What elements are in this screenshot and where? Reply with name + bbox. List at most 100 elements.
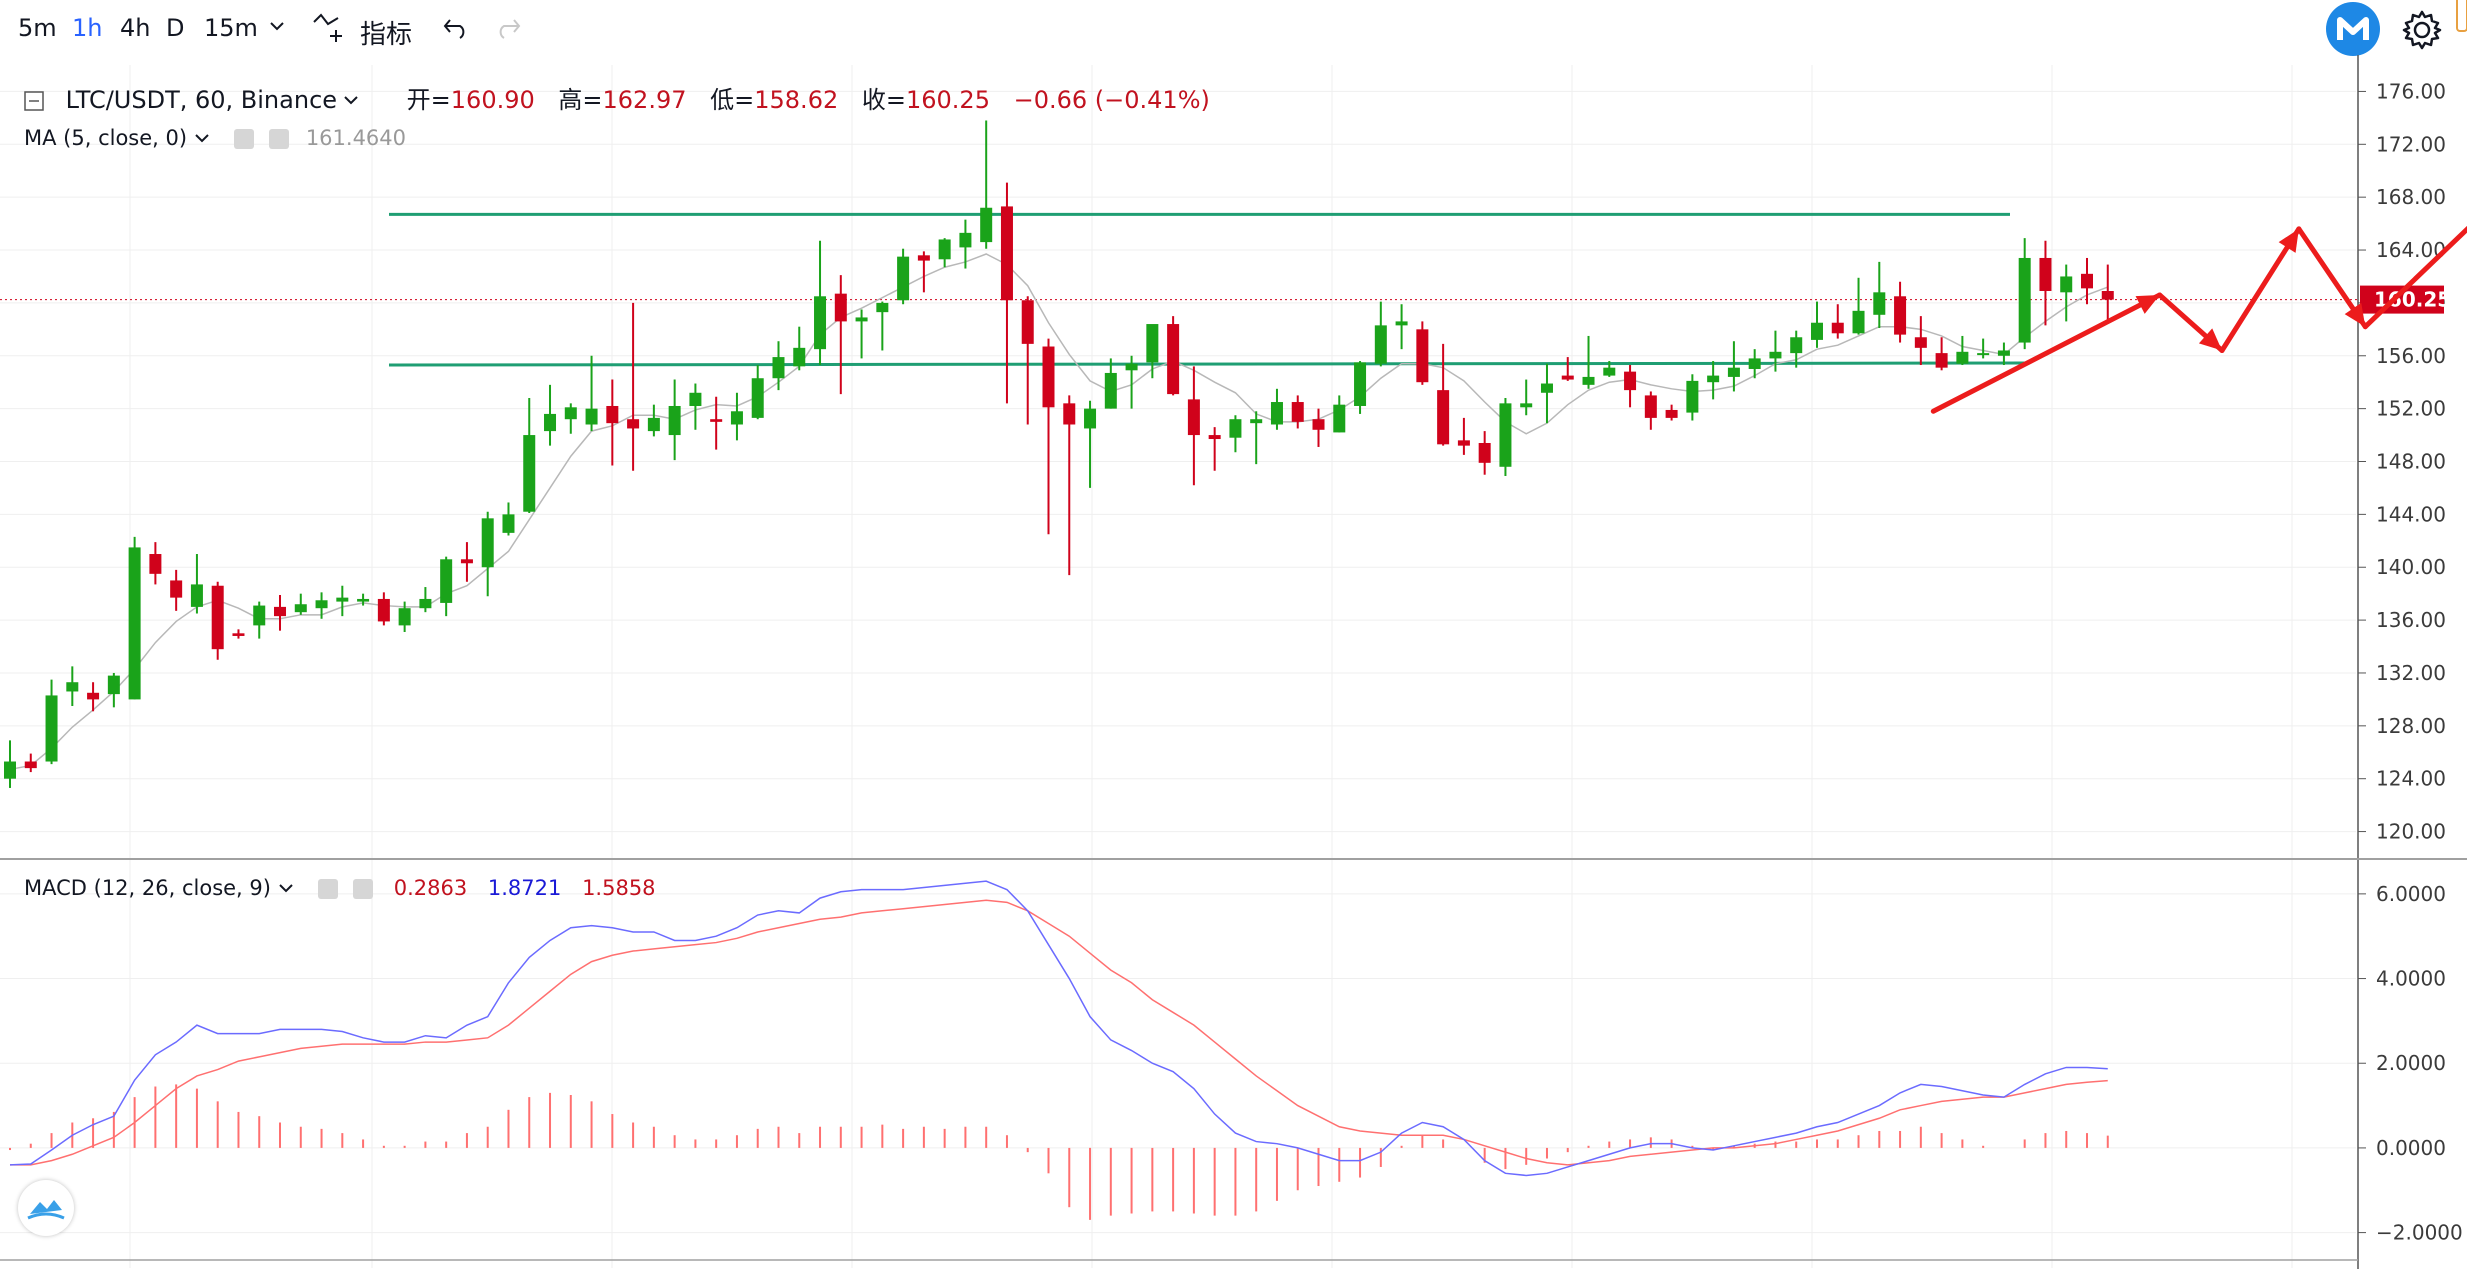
candle-body (1250, 419, 1263, 424)
logo-icon[interactable] (2326, 2, 2380, 56)
candle (1831, 304, 1844, 339)
collapse-icon[interactable] (24, 91, 44, 111)
candle-body (834, 293, 847, 322)
candle-body (1540, 383, 1553, 393)
candle (627, 302, 640, 471)
gear-icon[interactable] (2400, 8, 2444, 52)
symbol-label[interactable]: LTC/USDT, 60, Binance (65, 86, 338, 114)
candle (2060, 264, 2073, 322)
candle-body (689, 392, 702, 406)
candle (1374, 301, 1387, 367)
candle (315, 592, 328, 619)
candle-body (668, 405, 681, 436)
candle-body (1146, 324, 1159, 363)
candle (1894, 281, 1907, 343)
candle-body (1374, 325, 1387, 364)
symbol-chevron-icon[interactable] (343, 95, 359, 107)
close-eq: = (885, 86, 906, 114)
candle (1167, 316, 1180, 396)
candle-body (1291, 402, 1304, 422)
candle (1312, 408, 1325, 447)
candle-body (1769, 351, 1782, 359)
price-tick-label: 148.00 (2376, 450, 2446, 474)
candle (544, 384, 557, 446)
timeframe-d[interactable]: D (166, 14, 185, 42)
candle-body (730, 411, 743, 425)
chart-home-button[interactable] (18, 1180, 74, 1236)
macd-tick-label: −2.0000 (2376, 1221, 2463, 1245)
redo-icon[interactable] (492, 14, 522, 40)
candle (959, 219, 972, 269)
macd-visibility-icon[interactable] (318, 879, 339, 899)
candle-body (1125, 363, 1138, 371)
ma-remove-icon[interactable] (269, 129, 290, 149)
candle (1000, 182, 1013, 404)
timeframe-1h[interactable]: 1h (72, 14, 103, 42)
candle (1104, 358, 1117, 409)
candle (1021, 296, 1034, 425)
candle (772, 341, 785, 391)
candle-body (585, 408, 598, 425)
candle (1665, 404, 1678, 421)
timeframe-15m[interactable]: 15m (204, 14, 258, 42)
candle (24, 753, 37, 773)
candle (1125, 355, 1138, 409)
candle-body (1042, 346, 1055, 408)
candle (1644, 391, 1657, 430)
candle (1146, 324, 1159, 379)
candle-body (481, 518, 494, 568)
candle-body (2101, 291, 2114, 300)
high-value: 162.97 (602, 86, 687, 114)
high-label: 高 (558, 86, 583, 114)
macd-label[interactable]: MACD (12, 26, close, 9) (24, 876, 271, 900)
candles (4, 120, 2114, 788)
candle-body (793, 347, 806, 367)
candle (294, 593, 307, 615)
candle (980, 120, 993, 249)
macd-remove-icon[interactable] (353, 879, 374, 899)
candle-body (1187, 399, 1200, 436)
candle-body (1354, 362, 1367, 406)
timeframe-4h[interactable]: 4h (120, 14, 151, 42)
macd-pane (9, 880, 2109, 1220)
candle-body (1084, 408, 1097, 429)
chevron-down-icon[interactable] (268, 20, 286, 34)
candle-body (1333, 404, 1346, 433)
candle-body (4, 761, 16, 779)
indicators-icon (313, 13, 342, 42)
price-tick-label: 128.00 (2376, 714, 2446, 738)
ma-visibility-icon[interactable] (234, 129, 255, 149)
macd-signal-value: 1.5858 (582, 876, 656, 900)
arrow-segment (2157, 292, 2225, 353)
candle-body (1561, 375, 1574, 380)
candle-body (274, 606, 287, 617)
candle-body (1665, 409, 1678, 418)
candle (1603, 361, 1616, 377)
candle (917, 251, 930, 293)
candle (190, 554, 203, 614)
candle-body (419, 598, 432, 609)
candle (897, 248, 910, 305)
price-tick-label: 140.00 (2376, 555, 2446, 579)
candle-body (1894, 296, 1907, 335)
macd-chevron-icon[interactable] (278, 883, 294, 895)
candle (170, 569, 183, 611)
ma-chevron-icon[interactable] (194, 133, 210, 145)
candle (1291, 395, 1304, 429)
candle-body (1790, 337, 1803, 354)
candle-body (959, 232, 972, 248)
chart-logo-icon (27, 1200, 65, 1220)
arrow-segment (2296, 226, 2368, 330)
candle (2018, 238, 2031, 350)
undo-icon[interactable] (442, 14, 472, 40)
macd-hist-value: 0.2863 (393, 876, 468, 900)
candle (4, 740, 16, 788)
candle-body (87, 692, 100, 700)
candle (1063, 395, 1076, 576)
candle (564, 403, 577, 434)
candle-body (336, 597, 349, 602)
timeframe-5m[interactable]: 5m (18, 14, 57, 42)
ma-label[interactable]: MA (5, close, 0) (24, 126, 188, 150)
candle (274, 594, 287, 631)
